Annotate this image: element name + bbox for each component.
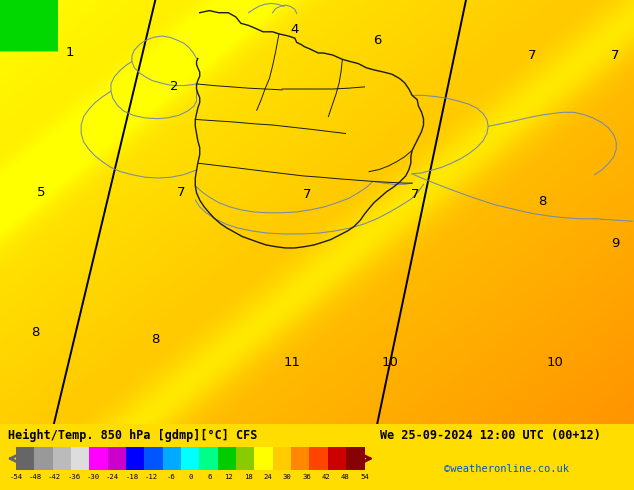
Text: -18: -18 (126, 474, 139, 480)
Text: 5: 5 (37, 186, 46, 199)
Text: 7: 7 (303, 189, 312, 201)
Bar (53, 447, 71, 470)
Text: 48: 48 (341, 474, 349, 480)
Text: 9: 9 (611, 237, 619, 250)
Text: 11: 11 (283, 356, 300, 369)
Bar (16, 447, 34, 470)
Text: -12: -12 (145, 474, 158, 480)
Bar (254, 447, 273, 470)
Bar (273, 447, 291, 470)
Text: 18: 18 (244, 474, 253, 480)
Text: -36: -36 (67, 474, 81, 480)
Text: -42: -42 (48, 474, 61, 480)
Text: 12: 12 (224, 474, 233, 480)
Text: 8: 8 (538, 195, 547, 208)
Bar (108, 447, 126, 470)
Text: 8: 8 (30, 326, 39, 339)
Text: -6: -6 (167, 474, 175, 480)
Text: 42: 42 (321, 474, 330, 480)
Bar (145, 447, 163, 470)
Bar (163, 447, 181, 470)
Bar (126, 447, 145, 470)
Bar (199, 447, 217, 470)
Text: 54: 54 (360, 474, 369, 480)
Text: -30: -30 (87, 474, 100, 480)
Text: 7: 7 (176, 186, 185, 199)
Bar (181, 447, 199, 470)
Text: -24: -24 (106, 474, 119, 480)
Text: -54: -54 (10, 474, 22, 480)
Bar (346, 447, 365, 470)
Text: 36: 36 (302, 474, 311, 480)
Text: 30: 30 (283, 474, 292, 480)
Bar (328, 447, 346, 470)
Bar (236, 447, 254, 470)
Bar (309, 447, 328, 470)
Text: 7: 7 (528, 49, 537, 62)
Text: 2: 2 (170, 80, 179, 94)
Bar (217, 447, 236, 470)
Text: 0: 0 (188, 474, 192, 480)
Text: 8: 8 (151, 333, 160, 345)
Text: 1: 1 (65, 47, 74, 59)
Text: 7: 7 (411, 189, 420, 201)
Text: 10: 10 (382, 356, 398, 369)
Bar (34, 447, 53, 470)
Text: 6: 6 (207, 474, 212, 480)
Text: Height/Temp. 850 hPa [gdmp][°C] CFS: Height/Temp. 850 hPa [gdmp][°C] CFS (8, 429, 257, 442)
Text: 4: 4 (290, 23, 299, 36)
Bar (291, 447, 309, 470)
Text: ©weatheronline.co.uk: ©weatheronline.co.uk (444, 464, 569, 474)
Text: -48: -48 (29, 474, 42, 480)
Text: We 25-09-2024 12:00 UTC (00+12): We 25-09-2024 12:00 UTC (00+12) (380, 429, 601, 442)
Text: 10: 10 (547, 356, 563, 369)
Bar (71, 447, 89, 470)
Text: 24: 24 (263, 474, 272, 480)
Text: 6: 6 (373, 34, 382, 47)
Text: 7: 7 (611, 49, 619, 62)
Bar (89, 447, 108, 470)
